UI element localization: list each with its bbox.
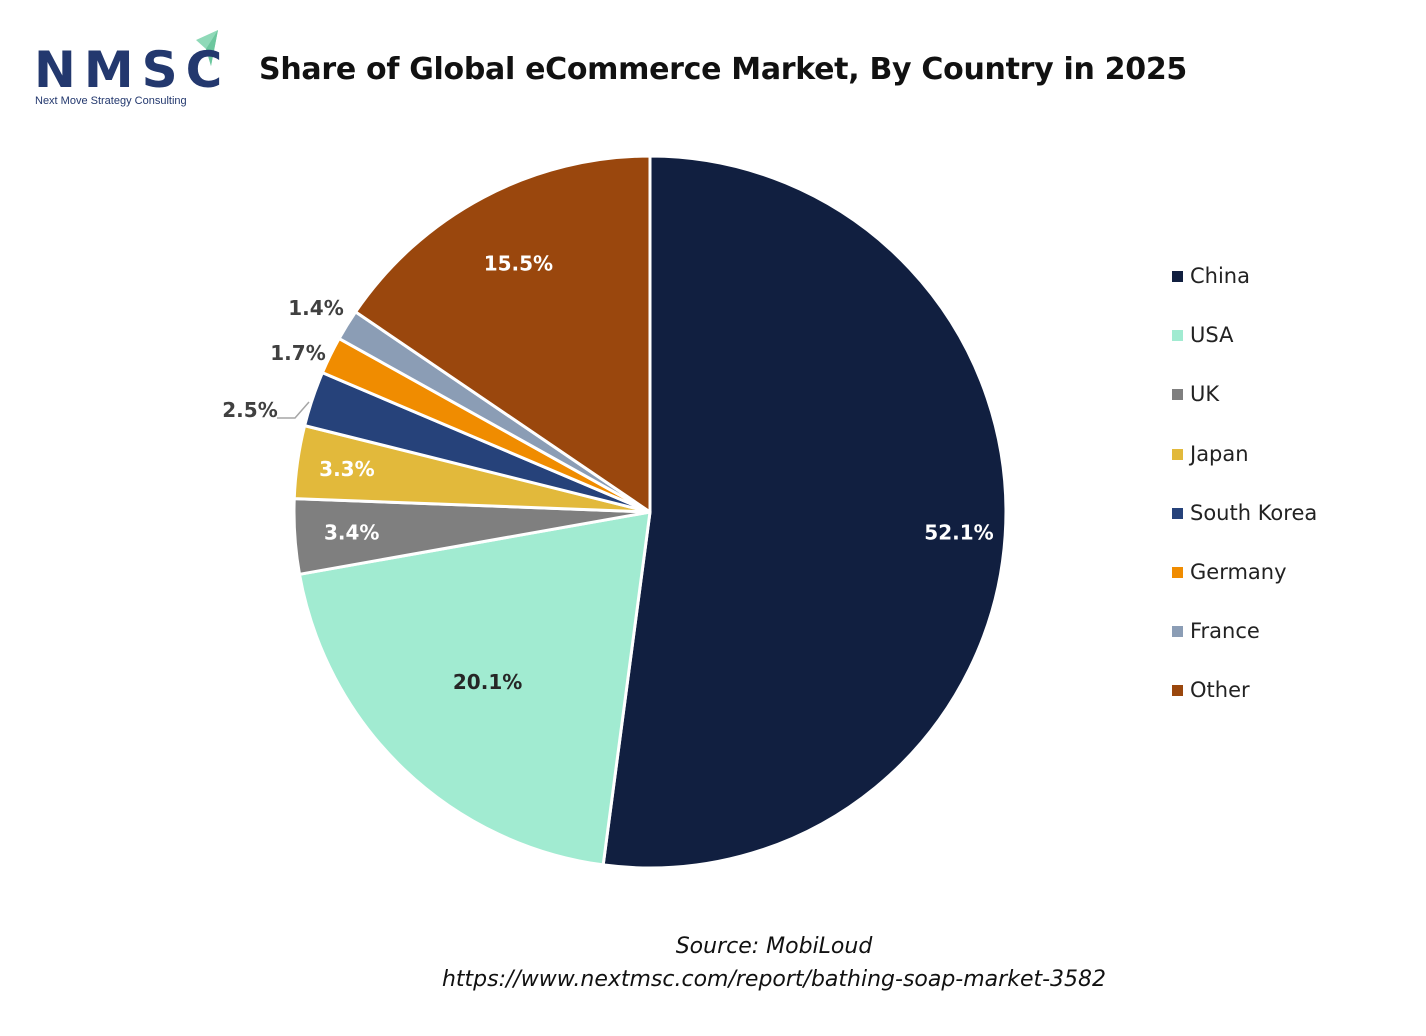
legend-label: South Korea [1190, 500, 1318, 525]
data-label-uk: 3.4% [324, 521, 379, 545]
legend-swatch-japan [1172, 448, 1183, 460]
legend-label: USA [1190, 323, 1234, 348]
legend-swatch-other [1172, 685, 1183, 697]
pie-slice-china [601, 154, 1008, 870]
legend-label: France [1190, 619, 1260, 644]
legend-swatch-france [1172, 626, 1183, 638]
data-label-usa: 20.1% [453, 670, 522, 694]
legend-label: Other [1190, 678, 1250, 703]
data-label-germany: 1.7% [270, 341, 325, 365]
paper-plane-icon [196, 30, 218, 66]
legend-label: Germany [1190, 559, 1287, 584]
leader-lines [277, 401, 310, 419]
pie-slice-usa [298, 510, 652, 867]
source-url: https://www.nextmsc.com/report/bathing-s… [441, 967, 1107, 992]
data-label-china: 52.1% [924, 520, 993, 544]
data-labels: 52.1% 20.1% 3.4% 3.3% 2.5% 1.7% 1.4% 15.5% [222, 251, 993, 693]
legend-swatch-usa [1172, 330, 1183, 342]
legend-swatch-china [1172, 271, 1183, 282]
legend-swatch-south-korea [1172, 507, 1183, 519]
pie-slice-other [354, 154, 652, 514]
pie-slices [292, 154, 1008, 870]
source-note: Source: MobiLoud https://www.nextmsc.com… [0, 930, 1426, 996]
logo-wordmark: NMSC [34, 41, 231, 99]
legend-swatch-uk [1172, 389, 1183, 401]
legend-label: Japan [1190, 441, 1249, 466]
logo-subtitle: Next Move Strategy Consulting [35, 95, 187, 107]
data-label-france: 1.4% [288, 296, 343, 320]
data-label-south-korea: 2.5% [222, 398, 277, 422]
source-text: Source: MobiLoud [675, 934, 873, 959]
chart-title: Share of Global eCommerce Market, By Cou… [259, 52, 1187, 87]
data-label-other: 15.5% [484, 251, 553, 275]
legend-label: UK [1190, 382, 1220, 407]
nmsc-logo: NMSC Next Move Strategy Consulting [34, 28, 224, 110]
leader-line-south-korea [277, 401, 310, 419]
legend-swatch-germany [1172, 566, 1183, 578]
legend-label: China [1190, 264, 1250, 288]
data-label-japan: 3.3% [319, 457, 374, 481]
